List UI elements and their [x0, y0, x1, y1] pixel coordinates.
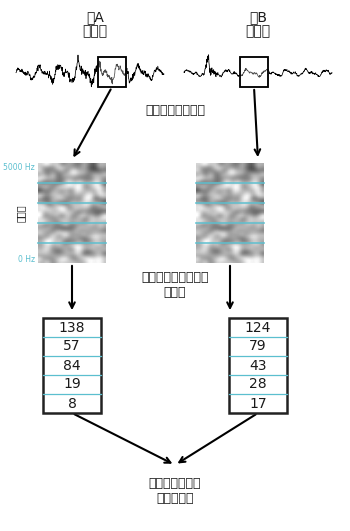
Text: 19: 19 [63, 378, 81, 391]
Text: 43: 43 [249, 358, 267, 373]
Text: 音B: 音B [249, 10, 267, 24]
Text: 5000 Hz: 5000 Hz [3, 162, 35, 172]
Text: 124: 124 [245, 321, 271, 335]
Text: 「た」: 「た」 [83, 24, 107, 38]
Text: 周波数: 周波数 [16, 204, 26, 222]
Bar [229, 318, 287, 413]
Text: 「だ」: 「だ」 [245, 24, 271, 38]
Text: 57: 57 [63, 339, 81, 354]
Text: 単純な波形に分解: 単純な波形に分解 [145, 104, 205, 116]
Text: 音A: 音A [86, 10, 104, 24]
Bar [43, 318, 101, 413]
Text: 17: 17 [249, 397, 267, 410]
Text: 各波を周波数ごとに
数値化: 各波を周波数ごとに 数値化 [141, 271, 209, 299]
Text: 28: 28 [249, 378, 267, 391]
Text: 84: 84 [63, 358, 81, 373]
Bar [98, 57, 126, 87]
Text: 79: 79 [249, 339, 267, 354]
Text: 数値比較による
総合的解析: 数値比較による 総合的解析 [149, 477, 201, 505]
Text: 8: 8 [68, 397, 76, 410]
Bar [240, 57, 268, 87]
Text: 0 Hz: 0 Hz [18, 254, 35, 263]
Bar [98, 57, 126, 87]
Text: 138: 138 [59, 321, 85, 335]
Bar [240, 57, 268, 87]
